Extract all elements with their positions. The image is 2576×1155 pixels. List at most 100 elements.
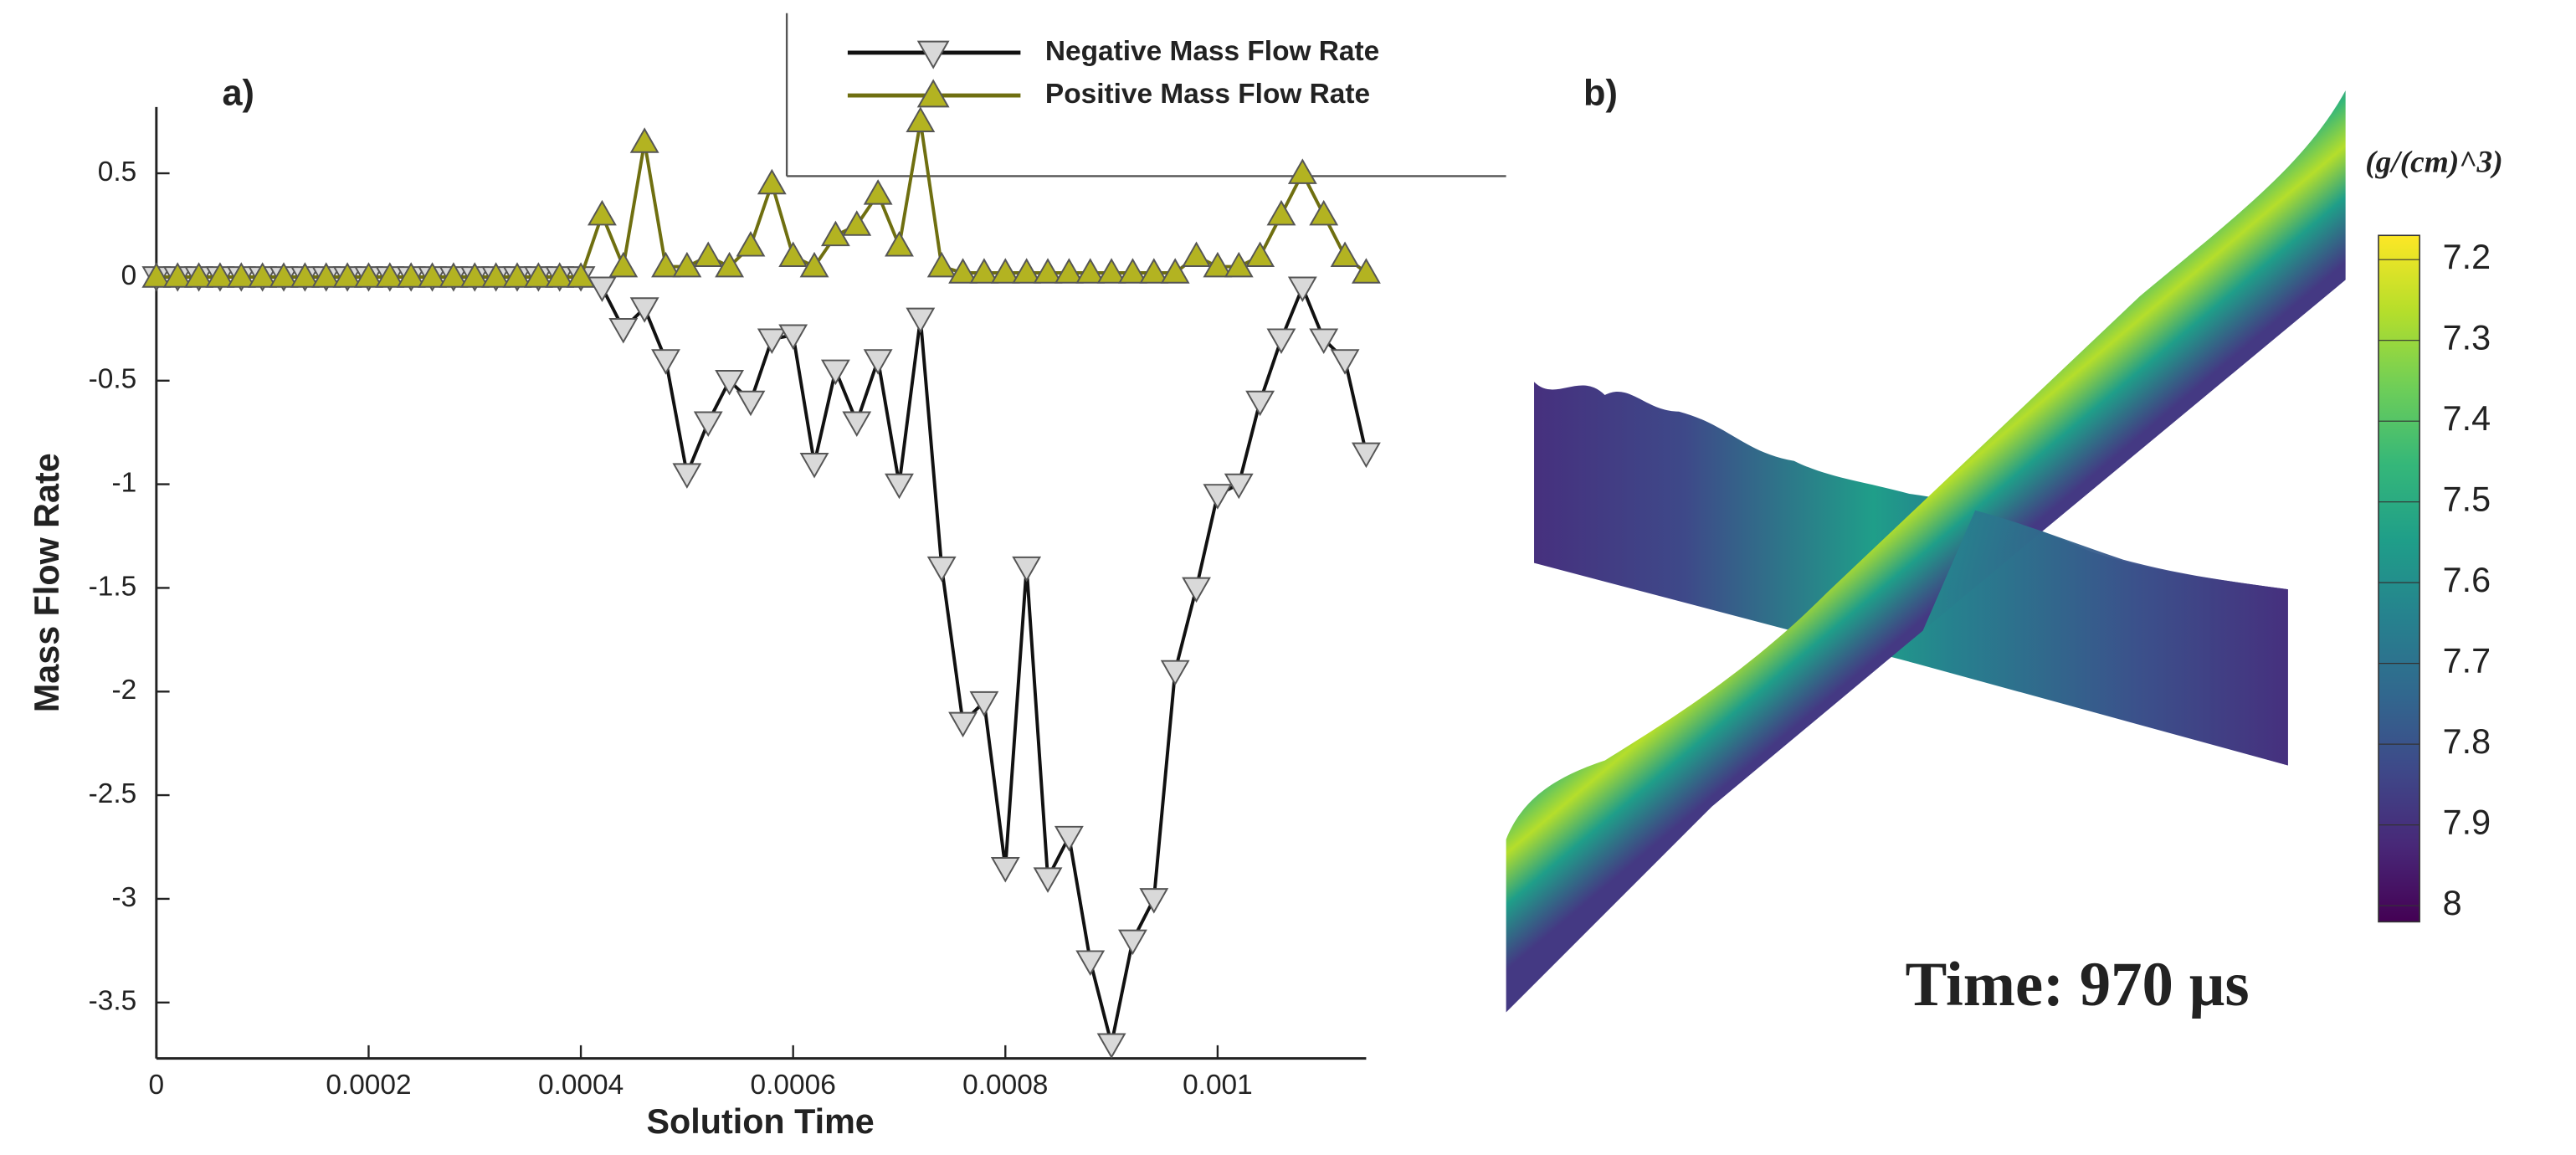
marker <box>1224 473 1254 500</box>
panel-label: a) <box>223 73 254 113</box>
marker <box>926 556 957 583</box>
marker <box>1203 484 1233 510</box>
marker <box>948 711 978 738</box>
legend-marker <box>916 79 950 108</box>
colorbar-tick-label: 7.5 <box>2443 480 2491 519</box>
y-tick-label: -3 <box>112 882 137 913</box>
marker <box>311 262 341 288</box>
marker <box>459 262 490 288</box>
marker <box>736 231 766 257</box>
marker <box>332 262 362 288</box>
marker <box>1160 258 1190 284</box>
colorbar-tick-label: 7.7 <box>2443 642 2491 680</box>
marker <box>608 251 639 278</box>
y-tick-label: -1 <box>112 467 137 498</box>
marker <box>141 262 172 288</box>
annotation: Time: 970 µs <box>1906 950 2250 1019</box>
marker <box>1287 158 1317 184</box>
marker <box>693 411 723 438</box>
y-tick-label: 0.5 <box>98 157 136 187</box>
marker <box>290 262 320 288</box>
marker <box>1012 556 1042 583</box>
marker <box>969 690 999 717</box>
marker <box>566 262 596 288</box>
series-line <box>156 121 1368 279</box>
marker <box>248 262 278 288</box>
marker <box>863 349 893 375</box>
marker <box>1351 442 1381 469</box>
y-tick-label: -2 <box>112 675 137 706</box>
marker <box>906 106 936 132</box>
marker <box>269 262 299 288</box>
x-tick-label: 0.0002 <box>326 1070 411 1101</box>
marker <box>205 262 235 288</box>
marker <box>1075 258 1106 284</box>
marker <box>418 262 447 288</box>
marker <box>651 349 680 375</box>
marker <box>1245 390 1275 417</box>
marker <box>375 262 405 288</box>
marker <box>587 199 617 226</box>
y-axis-label: Mass Flow Rate <box>28 453 66 712</box>
colorbar-tick-label: 7.6 <box>2443 561 2491 599</box>
marker <box>1160 660 1190 686</box>
marker <box>1224 251 1254 278</box>
marker <box>778 241 808 267</box>
marker <box>1245 241 1275 267</box>
marker <box>1118 929 1147 956</box>
x-tick-label: 0.001 <box>1183 1070 1253 1101</box>
marker <box>1287 276 1317 303</box>
marker <box>948 258 978 284</box>
colorbar-tick-label: 7.3 <box>2443 319 2491 357</box>
marker <box>672 251 702 278</box>
marker <box>545 262 575 288</box>
legend-marker <box>916 40 950 69</box>
marker <box>820 220 850 247</box>
colorbar-tick-label: 7.8 <box>2443 722 2491 761</box>
colorbar-tick-label: 7.2 <box>2443 238 2491 276</box>
marker <box>672 463 702 489</box>
marker <box>990 856 1020 883</box>
marker <box>926 251 957 278</box>
x-tick-label: 0.0006 <box>751 1070 836 1101</box>
x-tick-label: 0.0008 <box>962 1070 1048 1101</box>
y-tick-label: -0.5 <box>89 364 137 395</box>
marker <box>502 262 532 288</box>
marker <box>1330 349 1360 375</box>
marker <box>799 251 829 278</box>
marker <box>715 251 745 278</box>
marker <box>439 262 469 288</box>
colorbar <box>2378 234 2420 923</box>
marker <box>799 453 829 479</box>
colorbar-title: (g/(cm)^3) <box>2365 145 2502 179</box>
marker <box>820 359 850 386</box>
marker <box>757 328 787 354</box>
colorbar-tick-label: 7.9 <box>2443 803 2491 842</box>
marker <box>587 276 617 303</box>
marker <box>1203 251 1233 278</box>
y-tick-label: -1.5 <box>89 571 137 602</box>
x-tick-label: 0 <box>149 1070 165 1101</box>
x-tick-label: 0.0004 <box>538 1070 623 1101</box>
marker <box>757 168 787 195</box>
marker <box>1182 577 1211 603</box>
legend-label: Positive Mass Flow Rate <box>1045 79 1370 110</box>
marker <box>778 324 808 350</box>
y-tick-label: -3.5 <box>89 986 137 1017</box>
marker <box>629 127 659 153</box>
marker <box>523 262 553 288</box>
legend-label: Negative Mass Flow Rate <box>1045 36 1379 67</box>
marker <box>481 262 511 288</box>
marker <box>226 262 256 288</box>
marker <box>1096 258 1126 284</box>
marker <box>354 262 383 288</box>
marker <box>1139 888 1169 914</box>
marker <box>608 318 639 344</box>
marker <box>1033 258 1063 284</box>
marker <box>1012 258 1042 284</box>
marker <box>693 241 723 267</box>
marker <box>969 258 999 284</box>
marker <box>1054 258 1084 284</box>
marker <box>1054 825 1084 852</box>
